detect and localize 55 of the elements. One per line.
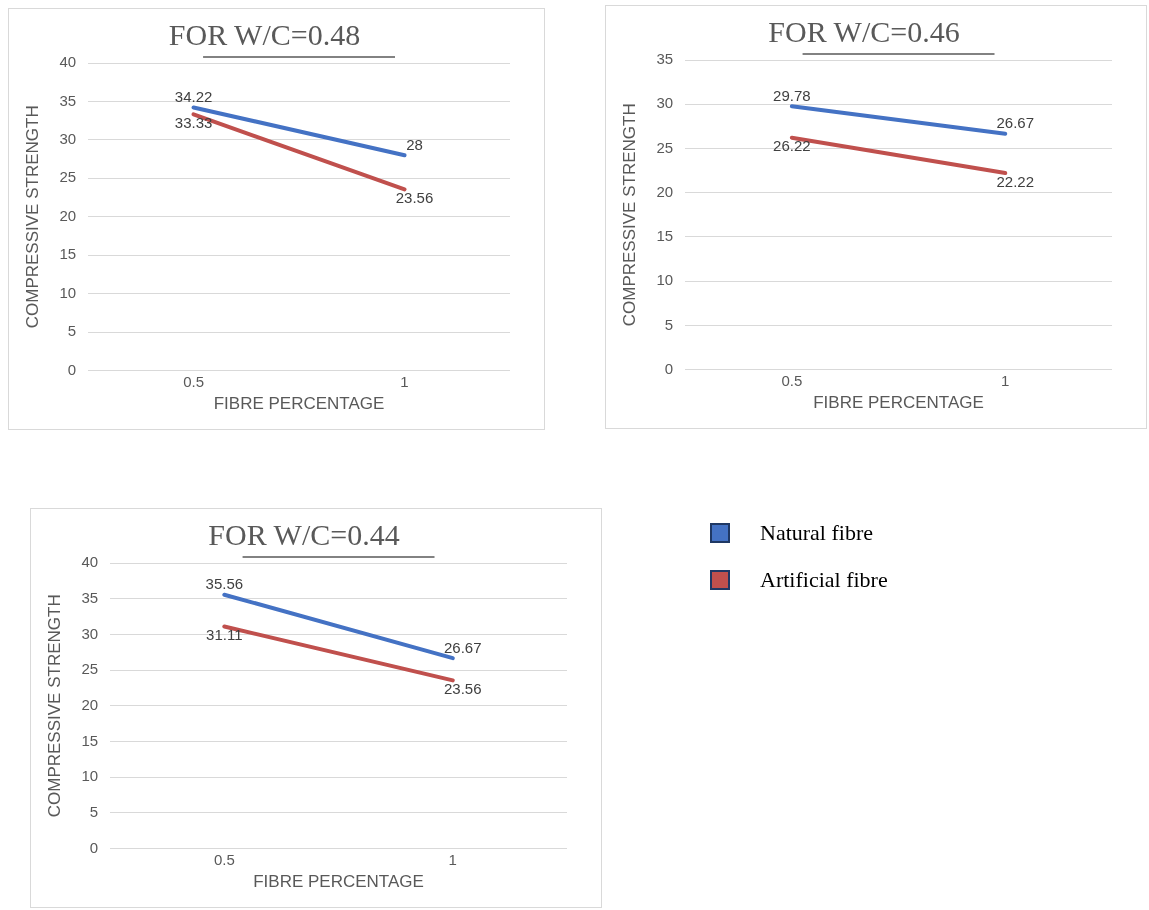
y-tick-label: 0: [89, 838, 99, 856]
data-label: 23.56: [444, 680, 482, 698]
x-axis-title: FIBRE PERCENTAGE: [253, 872, 424, 892]
y-tick-label: 10: [656, 271, 674, 289]
y-tick-label: 35: [656, 50, 674, 68]
y-tick-label: 20: [59, 206, 77, 224]
y-tick-label: 5: [89, 803, 99, 821]
y-tick-label: 20: [81, 695, 99, 713]
x-tick-label: 0.5: [183, 372, 204, 390]
data-label: 29.78: [773, 86, 811, 104]
y-tick-label: 15: [656, 227, 674, 245]
x-tick-label: 1: [448, 850, 457, 868]
y-tick-label: 5: [664, 315, 674, 333]
data-label: 33.33: [174, 113, 213, 131]
y-axis-title: COMPRESSIVE STRENGTH: [44, 594, 64, 818]
y-tick-label: 25: [656, 138, 674, 156]
data-label: 28: [406, 135, 423, 153]
data-label: 22.22: [996, 172, 1035, 190]
y-tick-label: 30: [59, 130, 77, 148]
y-tick-label: 0: [664, 359, 674, 377]
data-label: 26.22: [773, 137, 811, 155]
data-label: 23.56: [395, 189, 434, 207]
y-tick-label: 10: [81, 767, 99, 785]
chart-title: FOR W/C=0.48: [168, 17, 361, 51]
y-axis-title: COMPRESSIVE STRENGTH: [619, 103, 639, 327]
x-axis-title: FIBRE PERCENTAGE: [213, 394, 385, 414]
data-label: 26.67: [444, 638, 482, 656]
y-tick-label: 15: [59, 245, 77, 263]
y-tick-label: 25: [81, 660, 99, 678]
data-label: 34.22: [174, 88, 213, 106]
y-tick-label: 25: [59, 168, 77, 186]
legend-label: Natural fibre: [760, 519, 873, 546]
y-tick-label: 5: [67, 322, 77, 340]
y-tick-label: 0: [67, 360, 77, 378]
data-label: 31.11: [206, 626, 243, 644]
data-label: 26.67: [996, 114, 1035, 132]
y-tick-label: 40: [81, 553, 99, 571]
x-axis-title: FIBRE PERCENTAGE: [813, 393, 984, 413]
x-tick-label: 0.5: [213, 850, 235, 868]
y-tick-label: 30: [81, 624, 99, 642]
y-tick-label: 35: [81, 588, 99, 606]
y-tick-label: 35: [59, 91, 77, 109]
y-tick-label: 40: [59, 53, 77, 71]
y-tick-label: 10: [59, 283, 77, 301]
chart-title: FOR W/C=0.44: [208, 517, 400, 551]
data-label: 35.56: [205, 575, 244, 593]
y-tick-label: 15: [81, 731, 99, 749]
x-tick-label: 1: [400, 372, 409, 390]
y-tick-label: 20: [656, 182, 674, 200]
x-tick-label: 1: [1001, 371, 1010, 389]
y-axis-title: COMPRESSIVE STRENGTH: [22, 105, 42, 329]
x-tick-label: 0.5: [781, 371, 803, 389]
legend-label: Artificial fibre: [760, 566, 888, 593]
y-tick-label: 30: [656, 94, 674, 112]
chart-title: FOR W/C=0.46: [768, 14, 960, 48]
